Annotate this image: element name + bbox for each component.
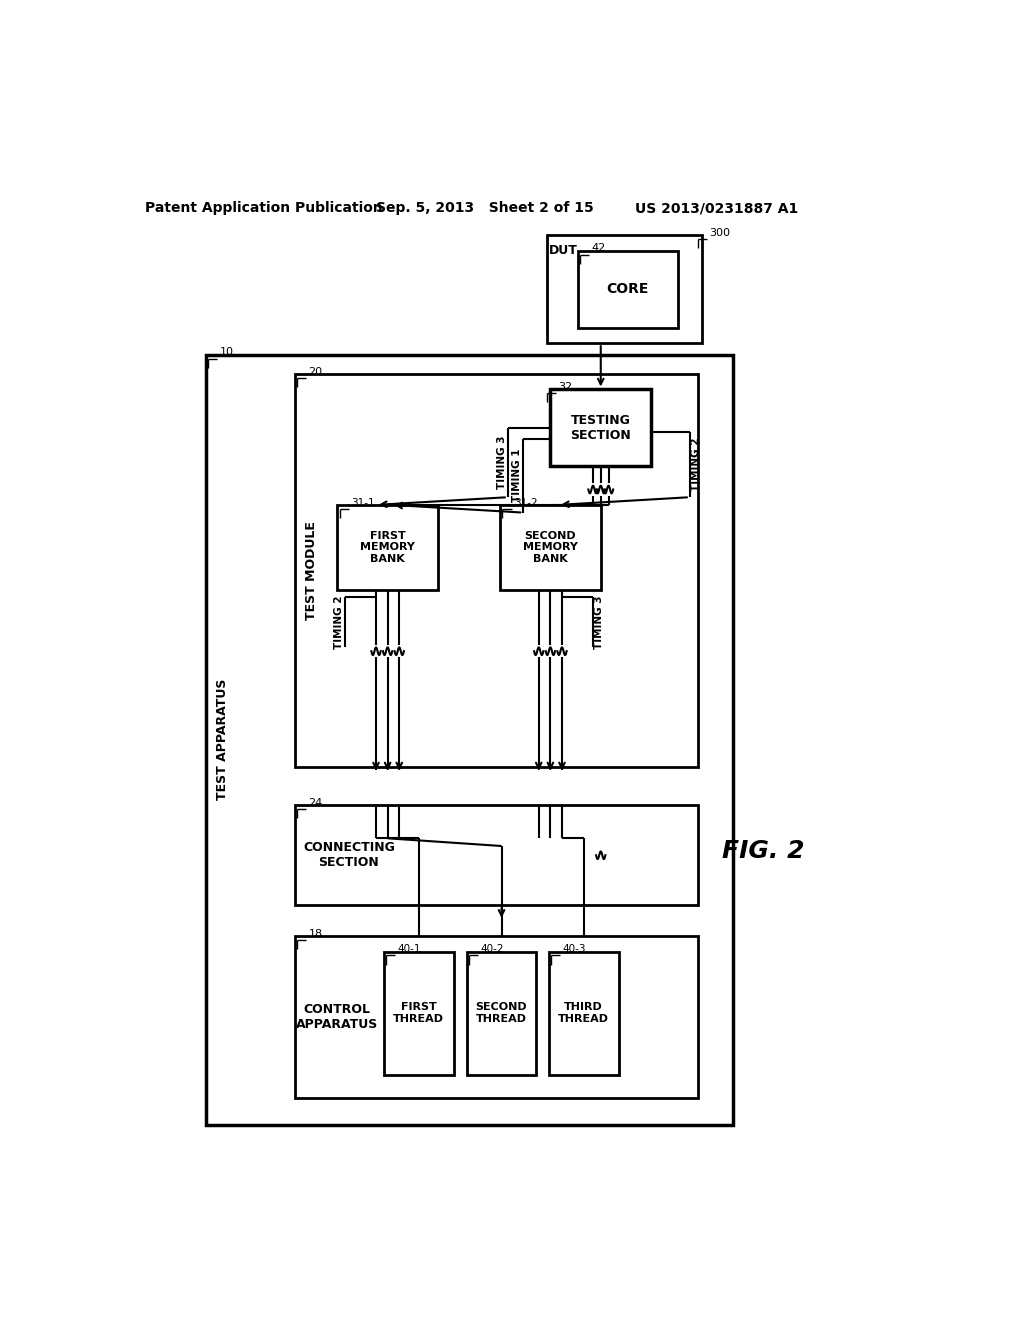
Text: 40-2: 40-2 bbox=[480, 944, 504, 954]
Bar bbox=[500, 506, 601, 590]
Text: CORE: CORE bbox=[606, 282, 649, 296]
Text: 40-1: 40-1 bbox=[397, 944, 421, 954]
Text: TEST APPARATUS: TEST APPARATUS bbox=[216, 678, 229, 800]
Text: 31-2: 31-2 bbox=[514, 498, 538, 508]
Bar bbox=[206, 355, 732, 1125]
Text: FIRST
THREAD: FIRST THREAD bbox=[393, 1002, 444, 1024]
Text: TEST MODULE: TEST MODULE bbox=[305, 521, 318, 620]
Bar bbox=[295, 374, 697, 767]
Text: CONTROL
APPARATUS: CONTROL APPARATUS bbox=[296, 1003, 379, 1031]
Bar bbox=[295, 805, 697, 906]
Text: CONNECTING
SECTION: CONNECTING SECTION bbox=[303, 841, 395, 870]
Text: TESTING
SECTION: TESTING SECTION bbox=[570, 414, 631, 442]
Bar bbox=[467, 952, 537, 1074]
Text: 20: 20 bbox=[308, 367, 323, 376]
Bar bbox=[550, 389, 651, 466]
Text: DUT: DUT bbox=[549, 244, 578, 257]
Text: FIRST
MEMORY
BANK: FIRST MEMORY BANK bbox=[360, 531, 415, 564]
Text: FIG. 2: FIG. 2 bbox=[722, 840, 805, 863]
Text: Sep. 5, 2013   Sheet 2 of 15: Sep. 5, 2013 Sheet 2 of 15 bbox=[376, 202, 593, 215]
Text: 24: 24 bbox=[308, 797, 323, 808]
Text: THIRD
THREAD: THIRD THREAD bbox=[558, 1002, 609, 1024]
Text: TIMING 1: TIMING 1 bbox=[512, 449, 522, 503]
Text: 32: 32 bbox=[558, 381, 572, 392]
Bar bbox=[549, 952, 618, 1074]
Text: 10: 10 bbox=[219, 347, 233, 358]
Text: US 2013/0231887 A1: US 2013/0231887 A1 bbox=[635, 202, 799, 215]
Bar bbox=[384, 952, 454, 1074]
Text: 18: 18 bbox=[308, 929, 323, 939]
Text: 300: 300 bbox=[710, 228, 730, 238]
Text: TIMING 2: TIMING 2 bbox=[334, 595, 344, 648]
Text: TIMING 3: TIMING 3 bbox=[497, 436, 507, 490]
Text: Patent Application Publication: Patent Application Publication bbox=[144, 202, 383, 215]
Bar bbox=[578, 251, 678, 327]
Text: SECOND
MEMORY
BANK: SECOND MEMORY BANK bbox=[523, 531, 578, 564]
Text: 40-3: 40-3 bbox=[563, 944, 587, 954]
Text: SECOND
THREAD: SECOND THREAD bbox=[476, 1002, 527, 1024]
Text: TIMING 3: TIMING 3 bbox=[594, 595, 604, 648]
Text: TIMING 2: TIMING 2 bbox=[691, 437, 701, 491]
Bar bbox=[337, 506, 438, 590]
Text: 31-1: 31-1 bbox=[351, 498, 375, 508]
Bar bbox=[547, 235, 701, 343]
Bar bbox=[295, 936, 697, 1098]
Text: 42: 42 bbox=[592, 243, 606, 253]
